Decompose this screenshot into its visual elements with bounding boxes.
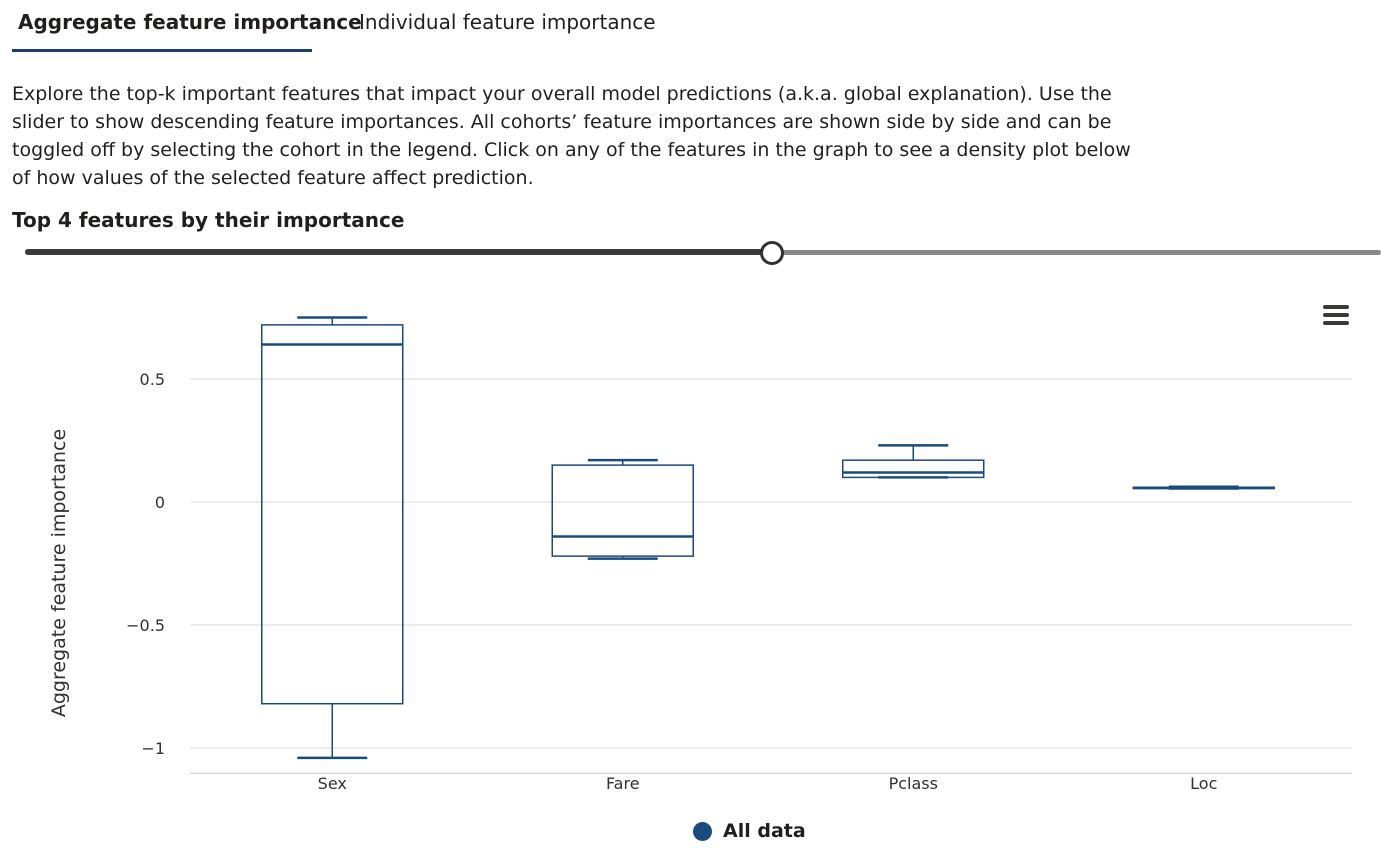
box-series: [261, 316, 1275, 760]
box-fare[interactable]: [551, 458, 694, 560]
y-axis-title: Aggregate feature importance: [48, 429, 70, 717]
active-tab-indicator: [12, 49, 312, 52]
hamburger-menu-icon: [1323, 305, 1349, 309]
legend-marker: [693, 822, 712, 841]
grid-lines: [190, 378, 1352, 774]
x-tick-label: Loc: [1190, 774, 1217, 793]
top-k-slider-fill: [25, 249, 771, 255]
tab-bar: Aggregate feature importance Individual …: [0, 0, 900, 56]
tab-aggregate-feature-importance[interactable]: Aggregate feature importance: [18, 10, 362, 34]
box-plot-chart: 0.5 0 −0.5 −1 Sex Fare Pclass Loc Aggregate fe…: [48, 316, 1352, 793]
top-k-slider-thumb[interactable]: [760, 241, 784, 265]
y-tick-label: 0: [155, 493, 165, 512]
y-tick-label: 0.5: [140, 370, 165, 389]
box-pclass[interactable]: [842, 444, 985, 479]
box-iqr: [551, 464, 694, 557]
box-loc[interactable]: [1132, 485, 1275, 490]
box-iqr: [842, 459, 985, 479]
y-axis-ticks: 0.5 0 −0.5 −1: [126, 370, 165, 758]
slider-label: Top 4 features by their importance: [12, 208, 405, 232]
box-iqr: [261, 324, 404, 705]
x-tick-label: Sex: [318, 774, 347, 793]
tab-individual-feature-importance[interactable]: Individual feature importance: [359, 10, 656, 34]
description-text: Explore the top-k important features tha…: [12, 83, 1131, 189]
hamburger-menu-icon-bar: [1323, 313, 1349, 317]
x-tick-label: Fare: [606, 774, 640, 793]
hamburger-menu-icon-bar: [1323, 321, 1349, 325]
x-tick-label: Pclass: [889, 774, 938, 793]
x-axis-ticks: Sex Fare Pclass Loc: [318, 774, 1218, 793]
y-tick-label: −1: [141, 739, 165, 758]
box-sex[interactable]: [261, 316, 404, 760]
y-tick-label: −0.5: [126, 616, 165, 635]
chart-menu-button[interactable]: [1323, 305, 1349, 327]
legend-label: All data: [723, 820, 806, 842]
